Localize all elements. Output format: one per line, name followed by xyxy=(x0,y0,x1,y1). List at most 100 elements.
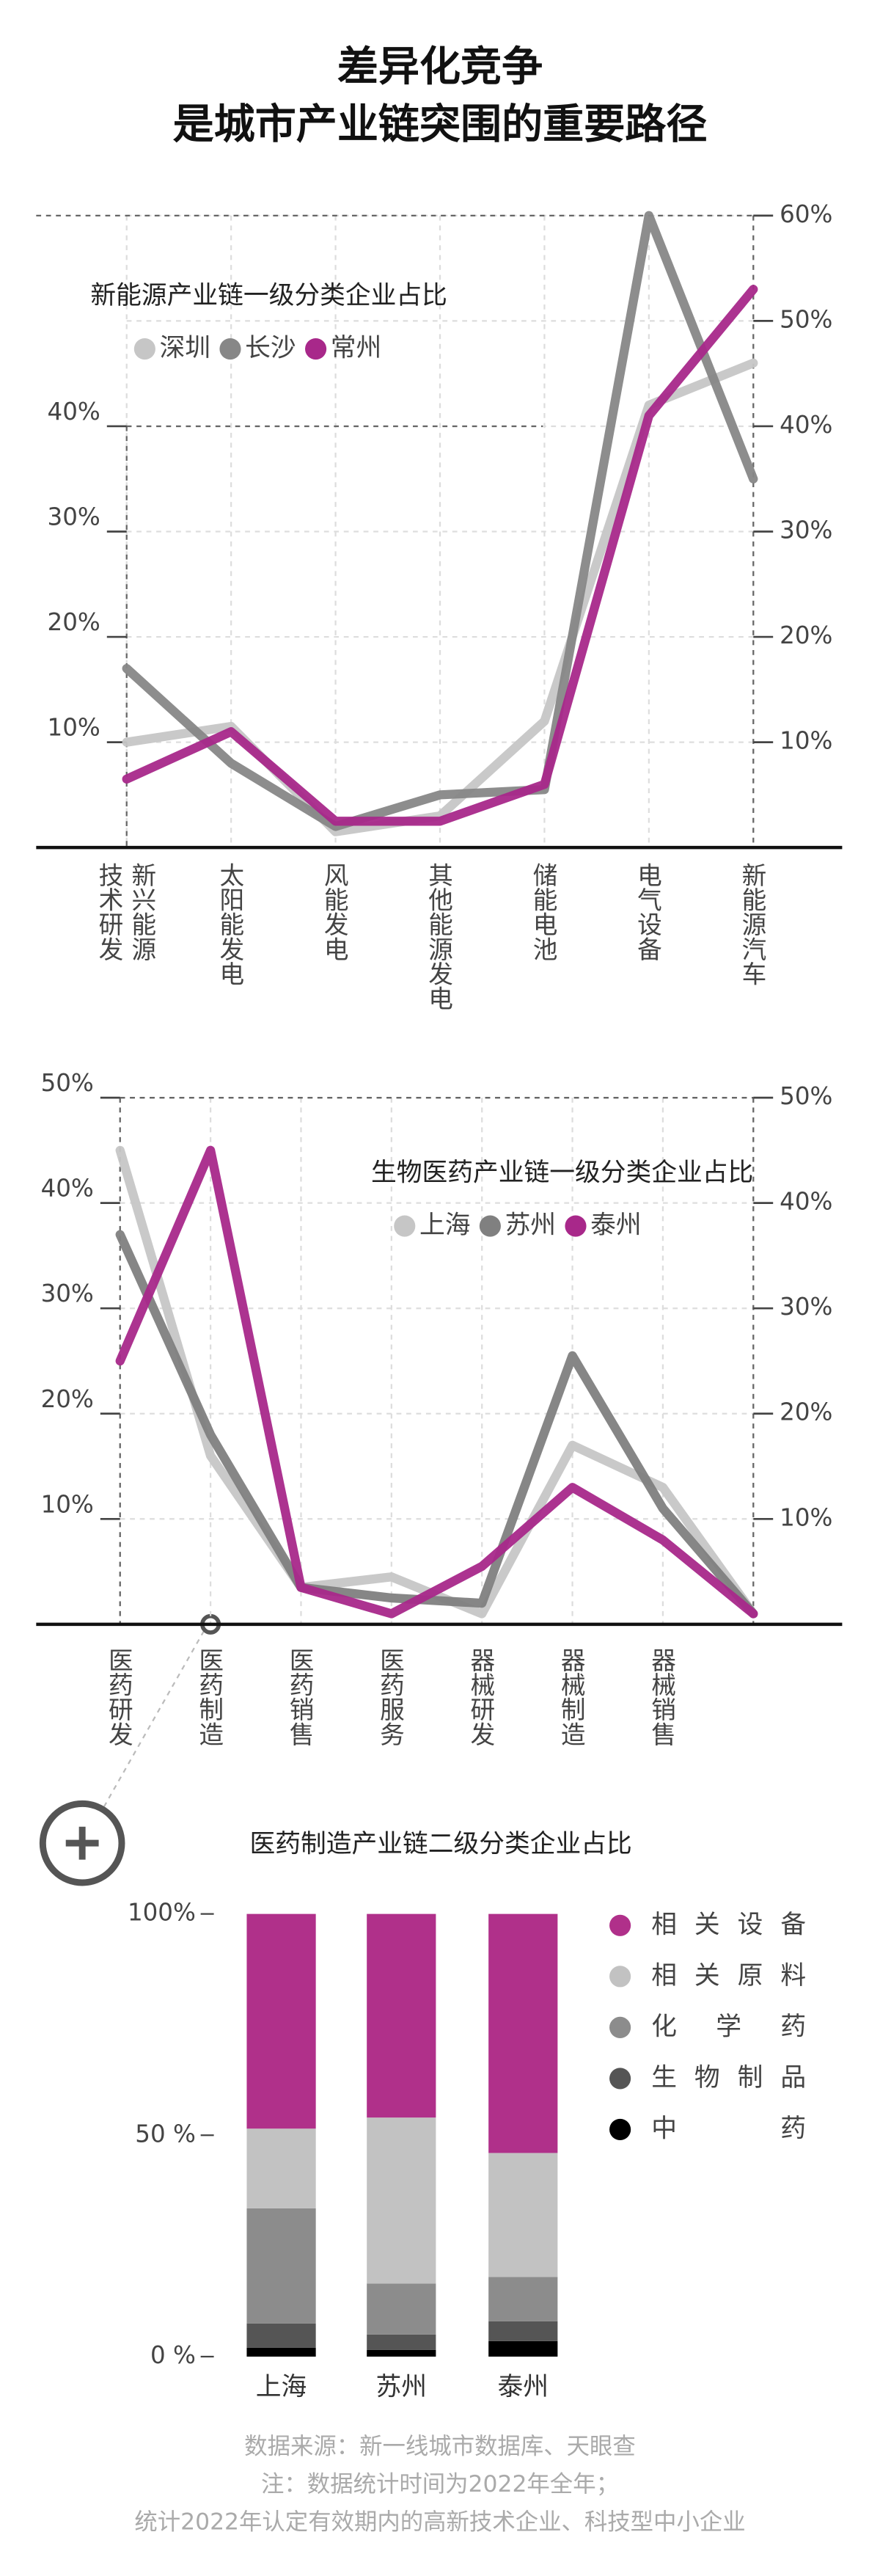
y2-tick-label: 40% xyxy=(780,1188,832,1216)
chart-title: 新能源产业链一级分类企业占比 xyxy=(90,281,447,310)
y-tick-label: 30% xyxy=(48,503,100,531)
legend-swatch xyxy=(609,2016,631,2038)
x-tick-label: 电气设备 xyxy=(634,862,664,961)
legend-label: 长沙 xyxy=(245,334,296,363)
x-tick-label-box: 医药研发 xyxy=(105,1647,135,1746)
bar-segment xyxy=(367,1913,436,2118)
chart-title: 医药制造产业链二级分类企业占比 xyxy=(249,1829,631,1858)
y-tick-label: 40% xyxy=(48,398,100,426)
y2-tick-label: 50% xyxy=(780,305,832,333)
x-tick-label: 医药服务 xyxy=(376,1647,407,1746)
y2-tick-label: 50% xyxy=(780,1082,832,1110)
y2-tick-label: 20% xyxy=(780,621,832,649)
legend-swatch xyxy=(609,1966,631,1988)
y2-tick-label: 10% xyxy=(780,1503,832,1531)
bar-segment xyxy=(246,1913,316,2129)
bar-segment xyxy=(246,2323,316,2348)
footer: 注：数据统计时间为2022年全年； xyxy=(261,2471,619,2497)
series-line xyxy=(115,1230,758,1619)
x-tick-label-box: 器械销售 xyxy=(648,1647,678,1746)
x-tick-label: 医药制造 xyxy=(195,1647,226,1746)
legend-label: 中药 xyxy=(651,2114,806,2143)
x-tick-label: 新兴能源技术研发 xyxy=(95,862,158,961)
x-tick-label-box: 医药制造 xyxy=(195,1647,226,1746)
bar-segment xyxy=(367,2283,436,2335)
series-line xyxy=(122,285,758,826)
bar-segment xyxy=(488,2277,558,2321)
legend-label: 生物制品 xyxy=(651,2063,806,2092)
bar-segment xyxy=(488,1913,558,2153)
legend-swatch xyxy=(133,337,155,360)
y-tick-label: 20% xyxy=(41,1385,94,1413)
series-line xyxy=(115,1145,758,1619)
bar-segment xyxy=(246,2208,316,2324)
x-tick-label: 医药研发 xyxy=(105,1647,135,1746)
x-tick-label: 新能源汽车 xyxy=(738,862,769,986)
legend-label: 相关原料 xyxy=(651,1961,806,1991)
legend-swatch xyxy=(565,1215,587,1237)
x-tick-label-box: 储能电池 xyxy=(529,862,560,961)
x-tick-label-box: 太阳能发电 xyxy=(216,862,246,986)
y2-tick-label: 20% xyxy=(780,1398,832,1426)
legend-swatch xyxy=(609,2068,631,2090)
y-tick-label: 0 % xyxy=(150,2341,196,2369)
x-tick-label: 太阳能发电 xyxy=(216,862,246,986)
x-tick-label-box: 新能源汽车 xyxy=(738,862,769,986)
y-tick-label: 10% xyxy=(48,714,100,742)
y-tick-label: 30% xyxy=(41,1280,94,1307)
x-tick-label-box: 风能发电 xyxy=(320,862,351,961)
x-tick-label-box: 器械研发 xyxy=(467,1647,497,1746)
legend-label: 常州 xyxy=(331,334,382,363)
x-tick-label: 其他能源发电 xyxy=(425,862,455,1011)
bar-segment xyxy=(488,2321,558,2341)
x-tick-label-box: 医药服务 xyxy=(376,1647,407,1746)
y2-tick-label: 30% xyxy=(780,1293,832,1321)
bar-segment xyxy=(246,2347,316,2357)
x-tick-label: 储能电池 xyxy=(529,862,560,961)
x-tick-label-box: 医药销售 xyxy=(286,1647,316,1746)
legend-swatch xyxy=(479,1215,501,1237)
legend-swatch xyxy=(219,337,241,360)
y-tick-label: 20% xyxy=(48,608,100,636)
legend-label: 化学药 xyxy=(651,2012,806,2041)
y2-tick-label: 10% xyxy=(780,727,832,755)
footer: 统计2022年认定有效期内的高新技术企业、科技型中小企业 xyxy=(134,2509,745,2536)
legend-label: 上海 xyxy=(419,1211,471,1240)
footer: 数据来源：新一线城市数据库、天眼查 xyxy=(244,2433,636,2459)
series-line xyxy=(122,211,758,831)
y-tick-label: 50 % xyxy=(135,2120,196,2148)
bar-segment xyxy=(367,2349,436,2357)
legend-label: 相关设备 xyxy=(651,1910,806,1939)
legend-swatch xyxy=(305,337,327,360)
legend-label: 深圳 xyxy=(160,334,211,363)
series-line xyxy=(122,358,758,836)
x-tick-label: 器械销售 xyxy=(648,1647,678,1746)
x-tick-label: 医药销售 xyxy=(286,1647,316,1746)
chart-title: 生物医药产业链一级分类企业占比 xyxy=(371,1158,753,1187)
x-tick-label-box: 器械制造 xyxy=(557,1647,587,1746)
x-tick-label-box: 其他能源发电 xyxy=(425,862,455,1011)
bar-segment xyxy=(367,2117,436,2284)
legend-swatch xyxy=(609,2118,631,2141)
x-tick-label-box: 新兴能源技术研发 xyxy=(95,862,158,961)
bar-segment xyxy=(367,2334,436,2350)
x-tick-label-box: 电气设备 xyxy=(634,862,664,961)
x-tick-label: 苏州 xyxy=(376,2373,428,2402)
y2-tick-label: 30% xyxy=(780,517,832,544)
legend-label: 泰州 xyxy=(590,1211,642,1240)
x-tick-label: 风能发电 xyxy=(320,862,351,961)
bar-segment xyxy=(246,2128,316,2208)
x-tick-label: 器械研发 xyxy=(467,1647,497,1746)
bar-segment xyxy=(488,2340,558,2357)
y2-tick-label: 40% xyxy=(780,411,832,439)
y-tick-label: 50% xyxy=(41,1069,94,1097)
y-tick-label: 10% xyxy=(41,1490,94,1518)
bar-segment xyxy=(488,2153,558,2277)
legend-swatch xyxy=(394,1215,416,1237)
legend-label: 苏州 xyxy=(505,1211,557,1240)
x-tick-label: 器械制造 xyxy=(557,1647,587,1746)
title-line: 是城市产业链突围的重要路径 xyxy=(173,101,708,148)
y2-tick-label: 60% xyxy=(780,200,832,228)
